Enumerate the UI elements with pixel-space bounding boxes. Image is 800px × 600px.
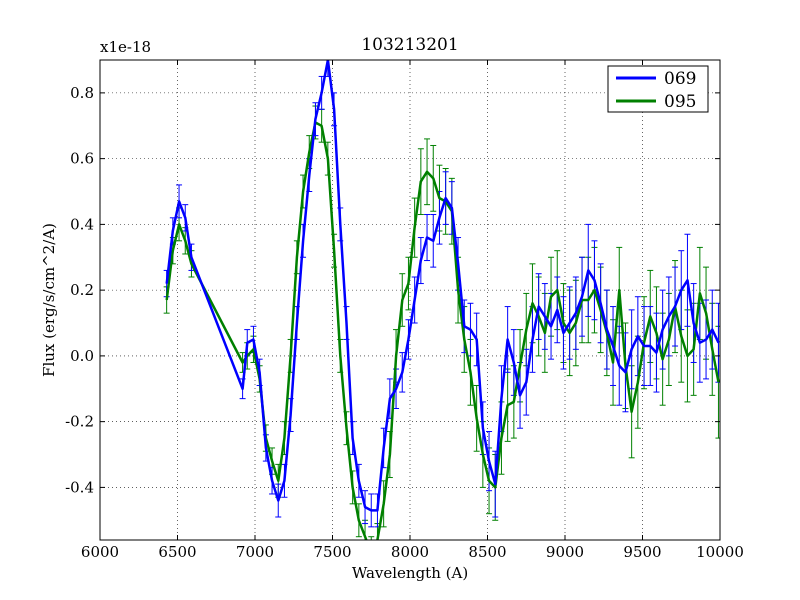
axis-tick-labels: 6000 6500 7000 7500 8000 8500 9000 9500 10000 -0.… [65, 84, 744, 561]
y-tick-label: -0.4 [65, 478, 94, 496]
y-tick-label: -0.2 [65, 413, 94, 431]
y-tick-label: 0.8 [70, 84, 94, 102]
y-offset-label: x1e-18 [100, 38, 151, 56]
x-tick-label: 7500 [313, 543, 351, 561]
x-tick-label: 8000 [391, 543, 429, 561]
x-axis-title: Wavelength (A) [352, 564, 468, 582]
x-tick-label: 6500 [158, 543, 196, 561]
x-tick-label: 9000 [546, 543, 584, 561]
series-line-095 [165, 121, 720, 540]
x-tick-label: 9500 [623, 543, 661, 561]
legend: 069 095 [607, 65, 709, 113]
legend-box [607, 65, 709, 113]
y-tick-label: 0.0 [70, 347, 94, 365]
legend-label-069: 069 [664, 69, 696, 89]
x-tick-label: 10000 [696, 543, 744, 561]
y-tick-label: 0.4 [70, 215, 94, 233]
y-axis-title: Flux (erg/s/cm^2/A) [40, 223, 58, 377]
chart-title: 103213201 [361, 35, 458, 55]
x-tick-label: 7000 [236, 543, 274, 561]
y-tick-label: 0.6 [70, 150, 94, 168]
legend-label-095: 095 [664, 92, 696, 112]
axis-ticks [99, 60, 721, 540]
y-tick-label: 0.2 [70, 281, 94, 299]
x-tick-label: 8500 [468, 543, 506, 561]
series-line-069 [165, 60, 720, 512]
x-tick-label: 6000 [81, 543, 119, 561]
data-series [163, 60, 720, 540]
